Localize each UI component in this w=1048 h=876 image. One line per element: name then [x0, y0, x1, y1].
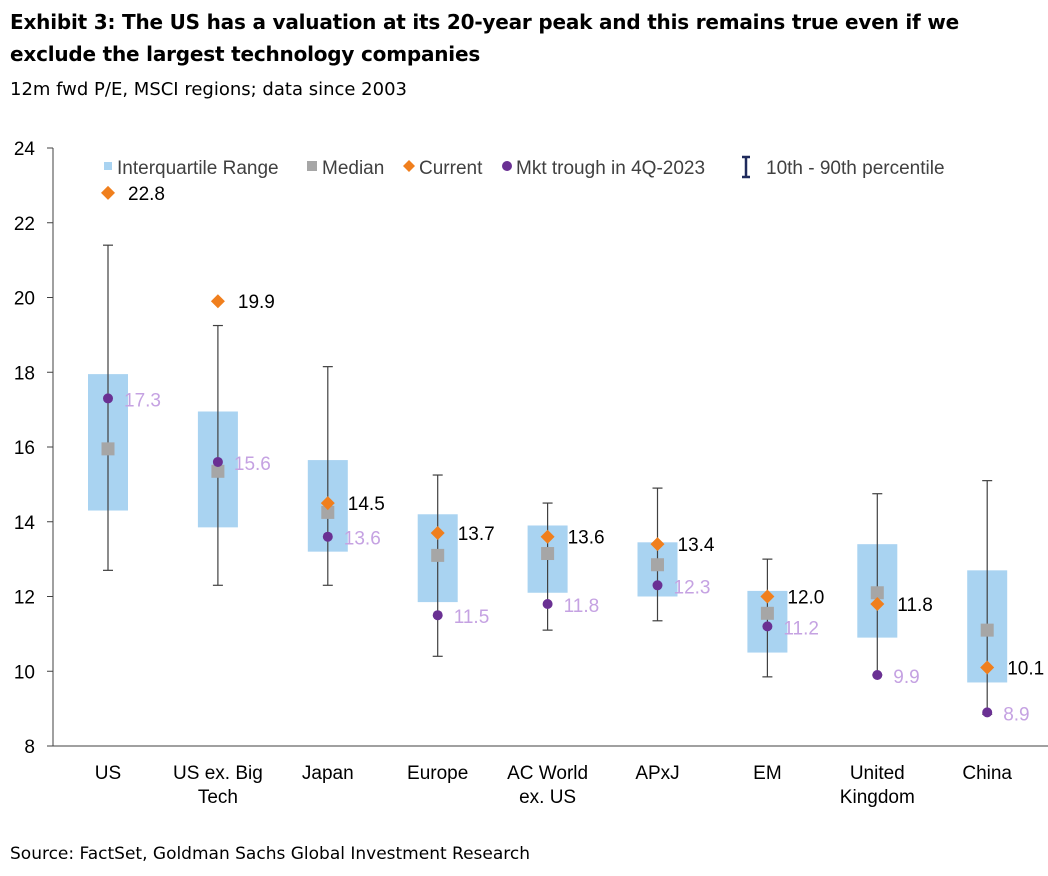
trough-data-label: 11.5 — [454, 607, 490, 628]
source-note: Source: FactSet, Goldman Sachs Global In… — [10, 844, 531, 864]
x-category-label: ex. US — [519, 787, 576, 808]
median-marker — [980, 623, 994, 637]
x-category-label: Japan — [302, 763, 354, 784]
y-tick-label: 12 — [14, 588, 35, 609]
current-data-label: 13.4 — [678, 535, 715, 556]
current-marker — [650, 537, 665, 552]
current-marker — [320, 496, 335, 511]
legend-current-label: Current — [419, 158, 483, 179]
x-category-label: US — [95, 763, 121, 784]
y-tick-label: 8 — [24, 737, 35, 758]
legend-iqr-label: Interquartile Range — [117, 158, 279, 179]
current-marker — [760, 589, 775, 604]
y-tick-label: 16 — [14, 438, 35, 459]
chart-subtitle: 12m fwd P/E, MSCI regions; data since 20… — [10, 79, 407, 100]
x-category-label: APxJ — [635, 763, 679, 784]
y-tick-label: 10 — [14, 662, 35, 683]
current-marker — [980, 660, 995, 675]
legend-median-swatch — [307, 161, 317, 171]
trough-data-label: 11.2 — [783, 618, 819, 639]
trough-data-label: 8.9 — [1003, 704, 1029, 725]
legend-current-swatch — [403, 160, 415, 172]
current-marker — [870, 596, 885, 611]
x-category-label: Kingdom — [840, 787, 915, 808]
x-category-label: AC World — [507, 763, 588, 784]
legend-trough-label: Mkt trough in 4Q-2023 — [516, 158, 705, 179]
current-data-label: 14.5 — [348, 494, 385, 515]
y-tick-label: 14 — [14, 513, 36, 534]
current-marker — [430, 525, 445, 540]
current-data-label: 11.8 — [897, 595, 933, 616]
trough-data-label: 15.6 — [234, 454, 271, 475]
y-tick-label: 20 — [14, 289, 35, 310]
x-category-label: United — [850, 763, 905, 784]
trough-marker — [322, 531, 333, 542]
median-marker — [101, 442, 115, 456]
median-marker — [321, 505, 335, 519]
trough-marker — [872, 669, 883, 680]
legend-median-label: Median — [322, 158, 384, 179]
y-tick-label: 18 — [14, 363, 35, 384]
x-category-label: Europe — [407, 763, 468, 784]
legend-iqr-swatch — [104, 162, 112, 170]
trough-data-label: 13.6 — [344, 529, 381, 550]
trough-marker — [652, 580, 663, 591]
median-marker — [211, 464, 225, 478]
current-marker — [540, 529, 555, 544]
y-tick-label: 24 — [14, 139, 36, 160]
trough-data-label: 17.3 — [124, 390, 161, 411]
trough-marker — [542, 598, 553, 609]
y-tick-label: 22 — [14, 214, 35, 235]
current-data-label: 13.7 — [458, 524, 495, 545]
trough-marker — [432, 610, 443, 621]
x-category-label: US ex. Big — [173, 763, 263, 784]
current-data-label: 22.8 — [128, 184, 165, 205]
trough-data-label: 11.8 — [564, 596, 600, 617]
current-data-label: 10.1 — [1007, 659, 1044, 680]
median-marker — [651, 558, 664, 572]
x-category-label: EM — [753, 763, 782, 784]
trough-marker — [103, 393, 113, 404]
median-marker — [541, 547, 555, 561]
legend-trough-swatch — [502, 161, 512, 171]
current-marker — [210, 294, 225, 309]
median-marker — [870, 586, 884, 600]
x-category-label: Tech — [198, 787, 238, 808]
trough-data-label: 12.3 — [674, 577, 711, 598]
legend-range-label: 10th - 90th percentile — [766, 158, 945, 179]
median-marker — [760, 606, 774, 620]
trough-marker — [982, 707, 993, 718]
current-data-label: 19.9 — [238, 292, 275, 313]
x-category-label: China — [962, 763, 1012, 784]
current-marker — [101, 185, 115, 200]
trough-data-label: 9.9 — [893, 667, 919, 688]
trough-marker — [762, 621, 773, 632]
chart-title: Exhibit 3: The US has a valuation at its… — [10, 10, 959, 66]
current-data-label: 12.0 — [787, 588, 824, 609]
current-data-label: 13.6 — [568, 528, 605, 549]
trough-marker — [212, 456, 223, 467]
median-marker — [431, 548, 445, 562]
